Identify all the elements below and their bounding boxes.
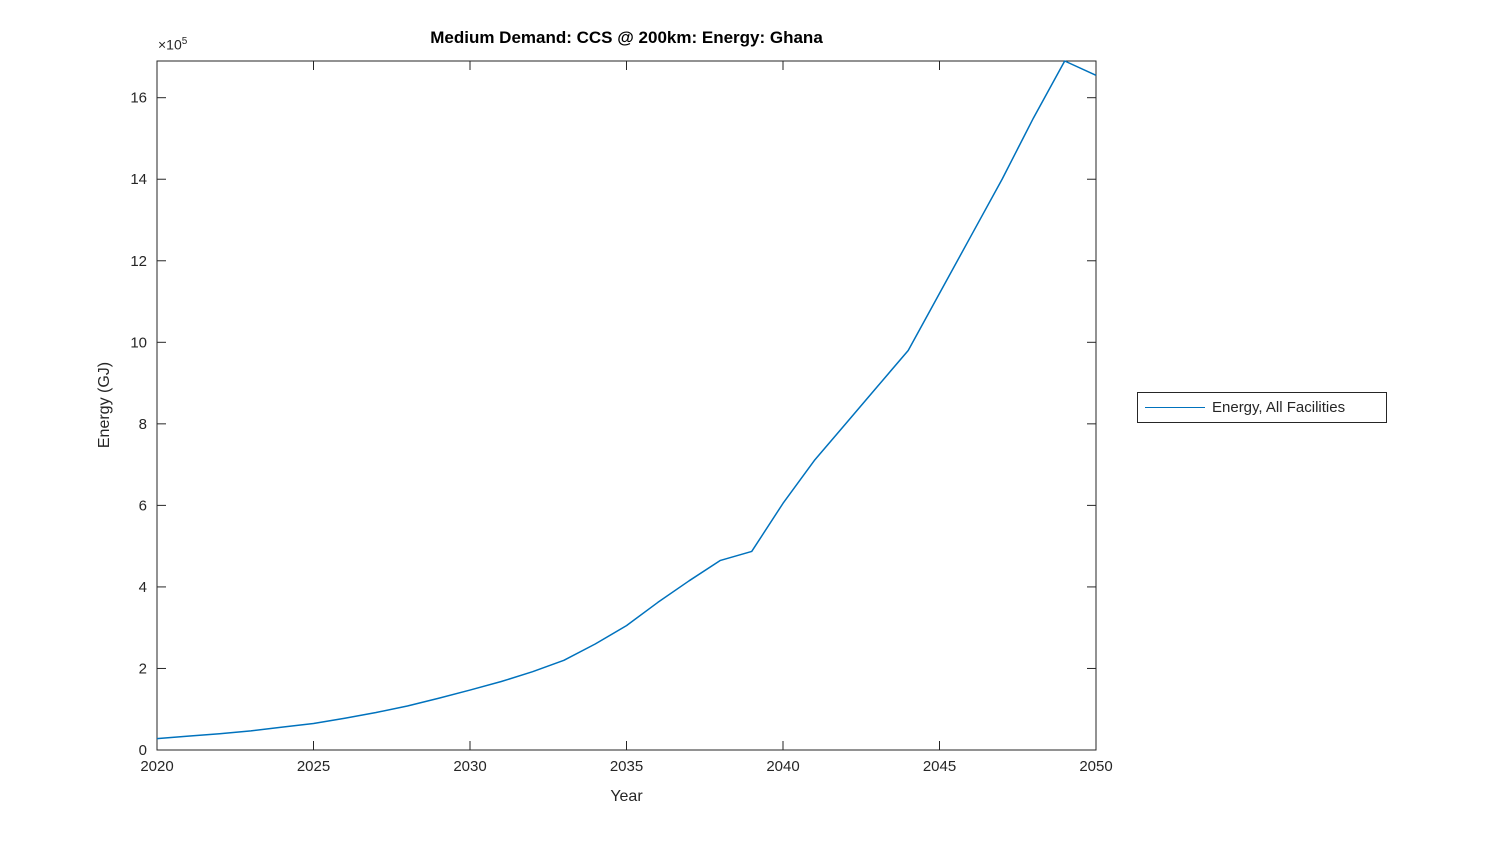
y-tick-label: 4 — [139, 579, 147, 596]
legend-line-swatch — [1145, 407, 1205, 408]
chart-title: Medium Demand: CCS @ 200km: Energy: Ghan… — [430, 28, 823, 47]
y-tick-label: 16 — [130, 90, 147, 107]
legend-entry-label: Energy, All Facilities — [1212, 399, 1346, 416]
y-tick-label: 8 — [139, 416, 147, 433]
y-tick-label: 2 — [139, 660, 147, 677]
y-tick-label: 10 — [130, 334, 147, 351]
axes-box — [156, 60, 1097, 751]
x-tick-label: 2020 — [140, 758, 173, 775]
y-axis-label: Energy (GJ) — [96, 361, 113, 449]
x-tick-label: 2030 — [453, 758, 486, 775]
y-axis-exponent-base: ×10 — [158, 36, 182, 53]
y-axis-exponent-power: 5 — [181, 36, 188, 47]
y-tick-label: 12 — [130, 253, 147, 270]
x-tick-label: 2045 — [923, 758, 956, 775]
data-line-energy-all-facilities — [156, 60, 1097, 740]
x-tick-label: 2035 — [610, 758, 643, 775]
y-axis-exponent: ×105 — [158, 36, 187, 53]
x-axis-label: Year — [610, 788, 643, 805]
legend: Energy, All Facilities — [1137, 392, 1387, 423]
y-tick-label: 14 — [130, 171, 147, 188]
x-tick-label: 2025 — [297, 758, 330, 775]
x-tick-label: 2040 — [766, 758, 799, 775]
y-tick-label: 0 — [139, 742, 147, 759]
y-tick-label: 6 — [139, 497, 147, 514]
x-tick-label: 2050 — [1079, 758, 1112, 775]
